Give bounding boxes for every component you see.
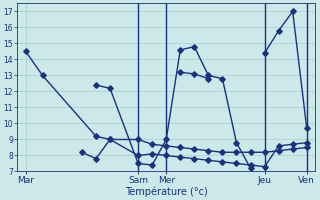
X-axis label: Température (°c): Température (°c) [125,186,208,197]
